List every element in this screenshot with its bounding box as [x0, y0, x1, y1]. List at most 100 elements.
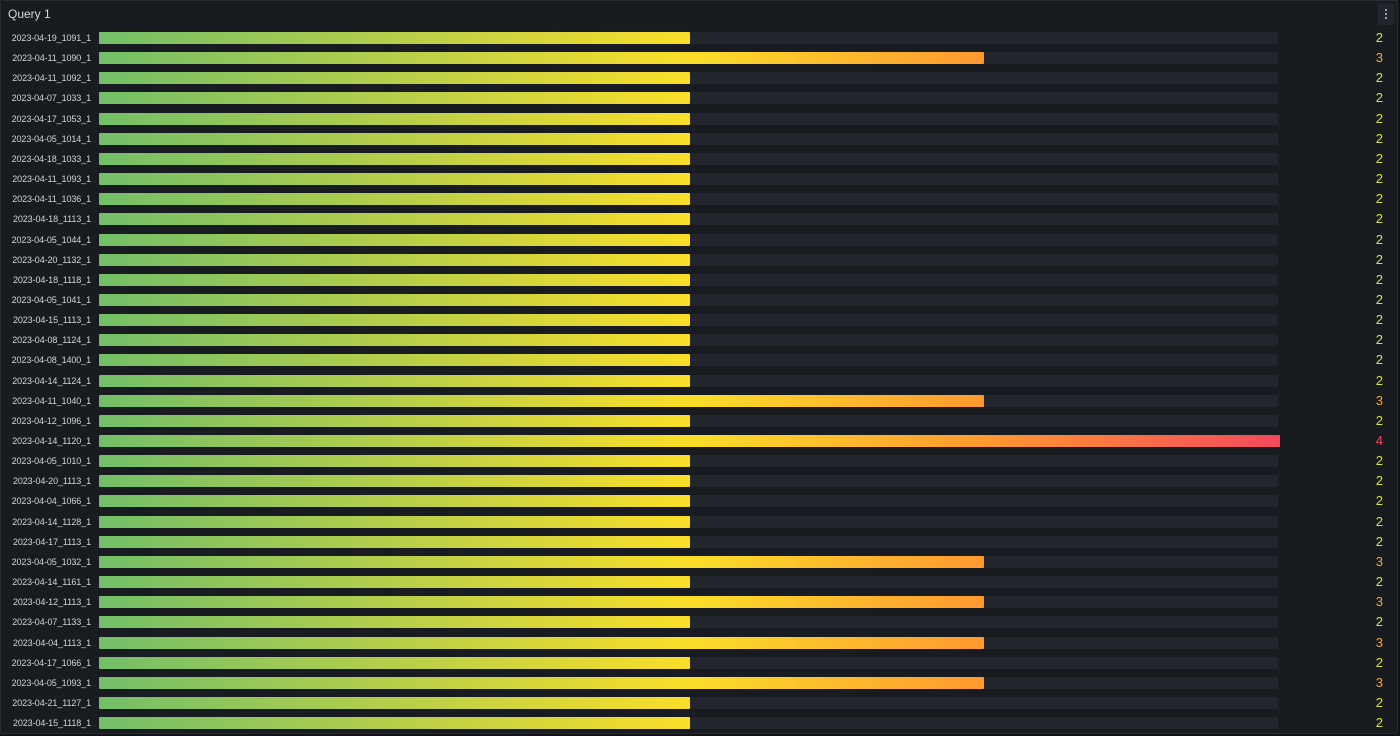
gauge-bar[interactable]: [99, 112, 690, 125]
gauge-bar[interactable]: [99, 656, 690, 669]
gauge-row-label: 2023-04-17_1053_1: [11, 113, 91, 124]
gauge-bar[interactable]: [99, 354, 690, 367]
gauge-row-value: 2: [1375, 412, 1383, 428]
gauge-bar[interactable]: [99, 696, 690, 709]
gauge-bar[interactable]: [99, 455, 690, 468]
gauge-bar[interactable]: [99, 394, 984, 407]
gauge-bar[interactable]: [99, 515, 690, 528]
gauge-row-label: 2023-04-08_1124_1: [12, 335, 91, 346]
gauge-row-value: 2: [1375, 332, 1383, 348]
gauge-row-label: 2023-04-18_1118_1: [12, 274, 91, 285]
gauge-bar[interactable]: [99, 314, 690, 327]
gauge-row-value: 2: [1375, 291, 1383, 307]
gauge-row-label: 2023-04-05_1041_1: [11, 294, 91, 305]
gauge-bar[interactable]: [99, 717, 690, 730]
gauge-row-label: 2023-04-05_1044_1: [11, 234, 91, 245]
gauge-row-label: 2023-04-20_1132_1: [12, 254, 91, 265]
gauge-row-label: 2023-04-07_1033_1: [11, 93, 91, 104]
gauge-bar[interactable]: [99, 32, 690, 44]
gauge-row-value: 4: [1375, 433, 1383, 448]
gauge-bar[interactable]: [99, 535, 690, 548]
panel-title[interactable]: Query 1: [8, 7, 51, 21]
gauge-row-label: 2023-04-15_1113_1: [12, 315, 91, 326]
gauge-bar[interactable]: [99, 555, 984, 568]
gauge-row-label: 2023-04-19_1091_1: [11, 33, 91, 43]
gauge-row-label: 2023-04-12_1096_1: [11, 415, 91, 426]
gauge-bar[interactable]: [99, 374, 690, 387]
gauge-bar[interactable]: [99, 636, 984, 649]
gauge-bar[interactable]: [99, 193, 690, 206]
gauge-bar[interactable]: [99, 173, 690, 185]
gauge-row-value: 2: [1375, 715, 1383, 731]
gauge-bar[interactable]: [99, 253, 690, 266]
gauge-row-value: 2: [1375, 70, 1383, 86]
gauge-bar[interactable]: [99, 72, 690, 85]
gauge-row-value: 2: [1375, 574, 1383, 589]
gauge-row-label: 2023-04-04_1113_1: [12, 637, 91, 648]
gauge-row: 2023-04-05_1044_1 2: [1, 231, 1397, 247]
gauge-row: 2023-04-14_1124_1 2: [1, 372, 1397, 388]
gauge-bar[interactable]: [99, 152, 690, 165]
gauge-bar[interactable]: [99, 414, 690, 427]
kebab-vertical-icon: [1385, 9, 1387, 19]
gauge-row-label: 2023-04-05_1093_1: [11, 677, 91, 688]
gauge-row: 2023-04-05_1010_1 2: [1, 454, 1397, 468]
gauge-row: 2023-04-05_1093_1 3: [1, 674, 1397, 690]
gauge-row-value: 2: [1375, 694, 1383, 710]
gauge-row-value: 2: [1375, 211, 1383, 227]
gauge-bar[interactable]: [99, 273, 690, 286]
gauge-row-value: 2: [1375, 493, 1383, 509]
gauge-row: 2023-04-12_1113_1 3: [1, 594, 1397, 610]
gauge-row-value: 2: [1375, 513, 1383, 529]
gauge-row: 2023-04-08_1400_1 2: [1, 353, 1397, 367]
gauge-row: 2023-04-14_1128_1 2: [1, 513, 1397, 529]
gauge-row: 2023-04-05_1041_1 2: [1, 291, 1397, 307]
gauge-bar[interactable]: [99, 213, 690, 226]
gauge-row: 2023-04-07_1133_1 2: [1, 615, 1397, 629]
gauge-row: 2023-04-18_1118_1 2: [1, 273, 1397, 286]
gauge-bar[interactable]: [99, 334, 690, 347]
gauge-row-label: 2023-04-14_1124_1: [12, 375, 91, 386]
gauge-row: 2023-04-11_1092_1 2: [1, 70, 1397, 86]
gauge-row-value: 3: [1375, 50, 1383, 66]
gauge-row-label: 2023-04-05_1010_1: [11, 456, 91, 467]
gauge-row-label: 2023-04-11_1036_1: [12, 194, 91, 205]
gauge-bar[interactable]: [99, 596, 984, 609]
gauge-row-value: 3: [1375, 674, 1383, 690]
gauge-row-value: 2: [1375, 110, 1383, 126]
gauge-row-value: 2: [1375, 130, 1383, 146]
gauge-bar[interactable]: [99, 495, 690, 508]
gauge-row: 2023-04-11_1036_1 2: [1, 192, 1397, 206]
gauge-bar[interactable]: [99, 475, 690, 488]
gauge-row-label: 2023-04-08_1400_1: [11, 355, 91, 366]
gauge-bar[interactable]: [99, 233, 690, 246]
gauge-row: 2023-04-08_1124_1 2: [1, 332, 1397, 348]
gauge-bar[interactable]: [99, 435, 1280, 447]
gauge-row: 2023-04-17_1066_1 2: [1, 656, 1397, 669]
gauge-bar[interactable]: [99, 293, 690, 306]
gauge-bar[interactable]: [99, 576, 690, 588]
gauge-bar[interactable]: [99, 52, 984, 65]
gauge-row-label: 2023-04-11_1092_1: [12, 73, 91, 84]
panel-header: Query 1: [1, 1, 1397, 27]
gauge-row-label: 2023-04-17_1113_1: [12, 536, 91, 547]
gauge-row-value: 2: [1375, 533, 1383, 549]
gauge-row-value: 2: [1375, 231, 1383, 247]
gauge-bar[interactable]: [99, 676, 984, 689]
gauge-row-value: 3: [1375, 634, 1383, 650]
gauge-row: 2023-04-12_1096_1 2: [1, 412, 1397, 428]
gauge-row-label: 2023-04-11_1093_1: [12, 174, 91, 184]
gauge-row-value: 3: [1375, 594, 1383, 610]
gauge-row: 2023-04-19_1091_1 2: [1, 31, 1397, 44]
gauge-bar[interactable]: [99, 132, 690, 145]
gauge-bar[interactable]: [99, 616, 690, 629]
gauge-row-value: 2: [1375, 150, 1383, 166]
gauge-row: 2023-04-18_1033_1 2: [1, 150, 1397, 166]
gauge-row: 2023-04-17_1053_1 2: [1, 110, 1397, 126]
gauge-row-value: 2: [1375, 372, 1383, 388]
panel-menu-button[interactable]: [1378, 3, 1394, 25]
gauge-row-label: 2023-04-20_1113_1: [12, 476, 91, 487]
gauge-bar[interactable]: [99, 92, 690, 105]
gauge-row-label: 2023-04-11_1090_1: [12, 53, 91, 64]
gauge-row-value: 2: [1375, 251, 1383, 267]
